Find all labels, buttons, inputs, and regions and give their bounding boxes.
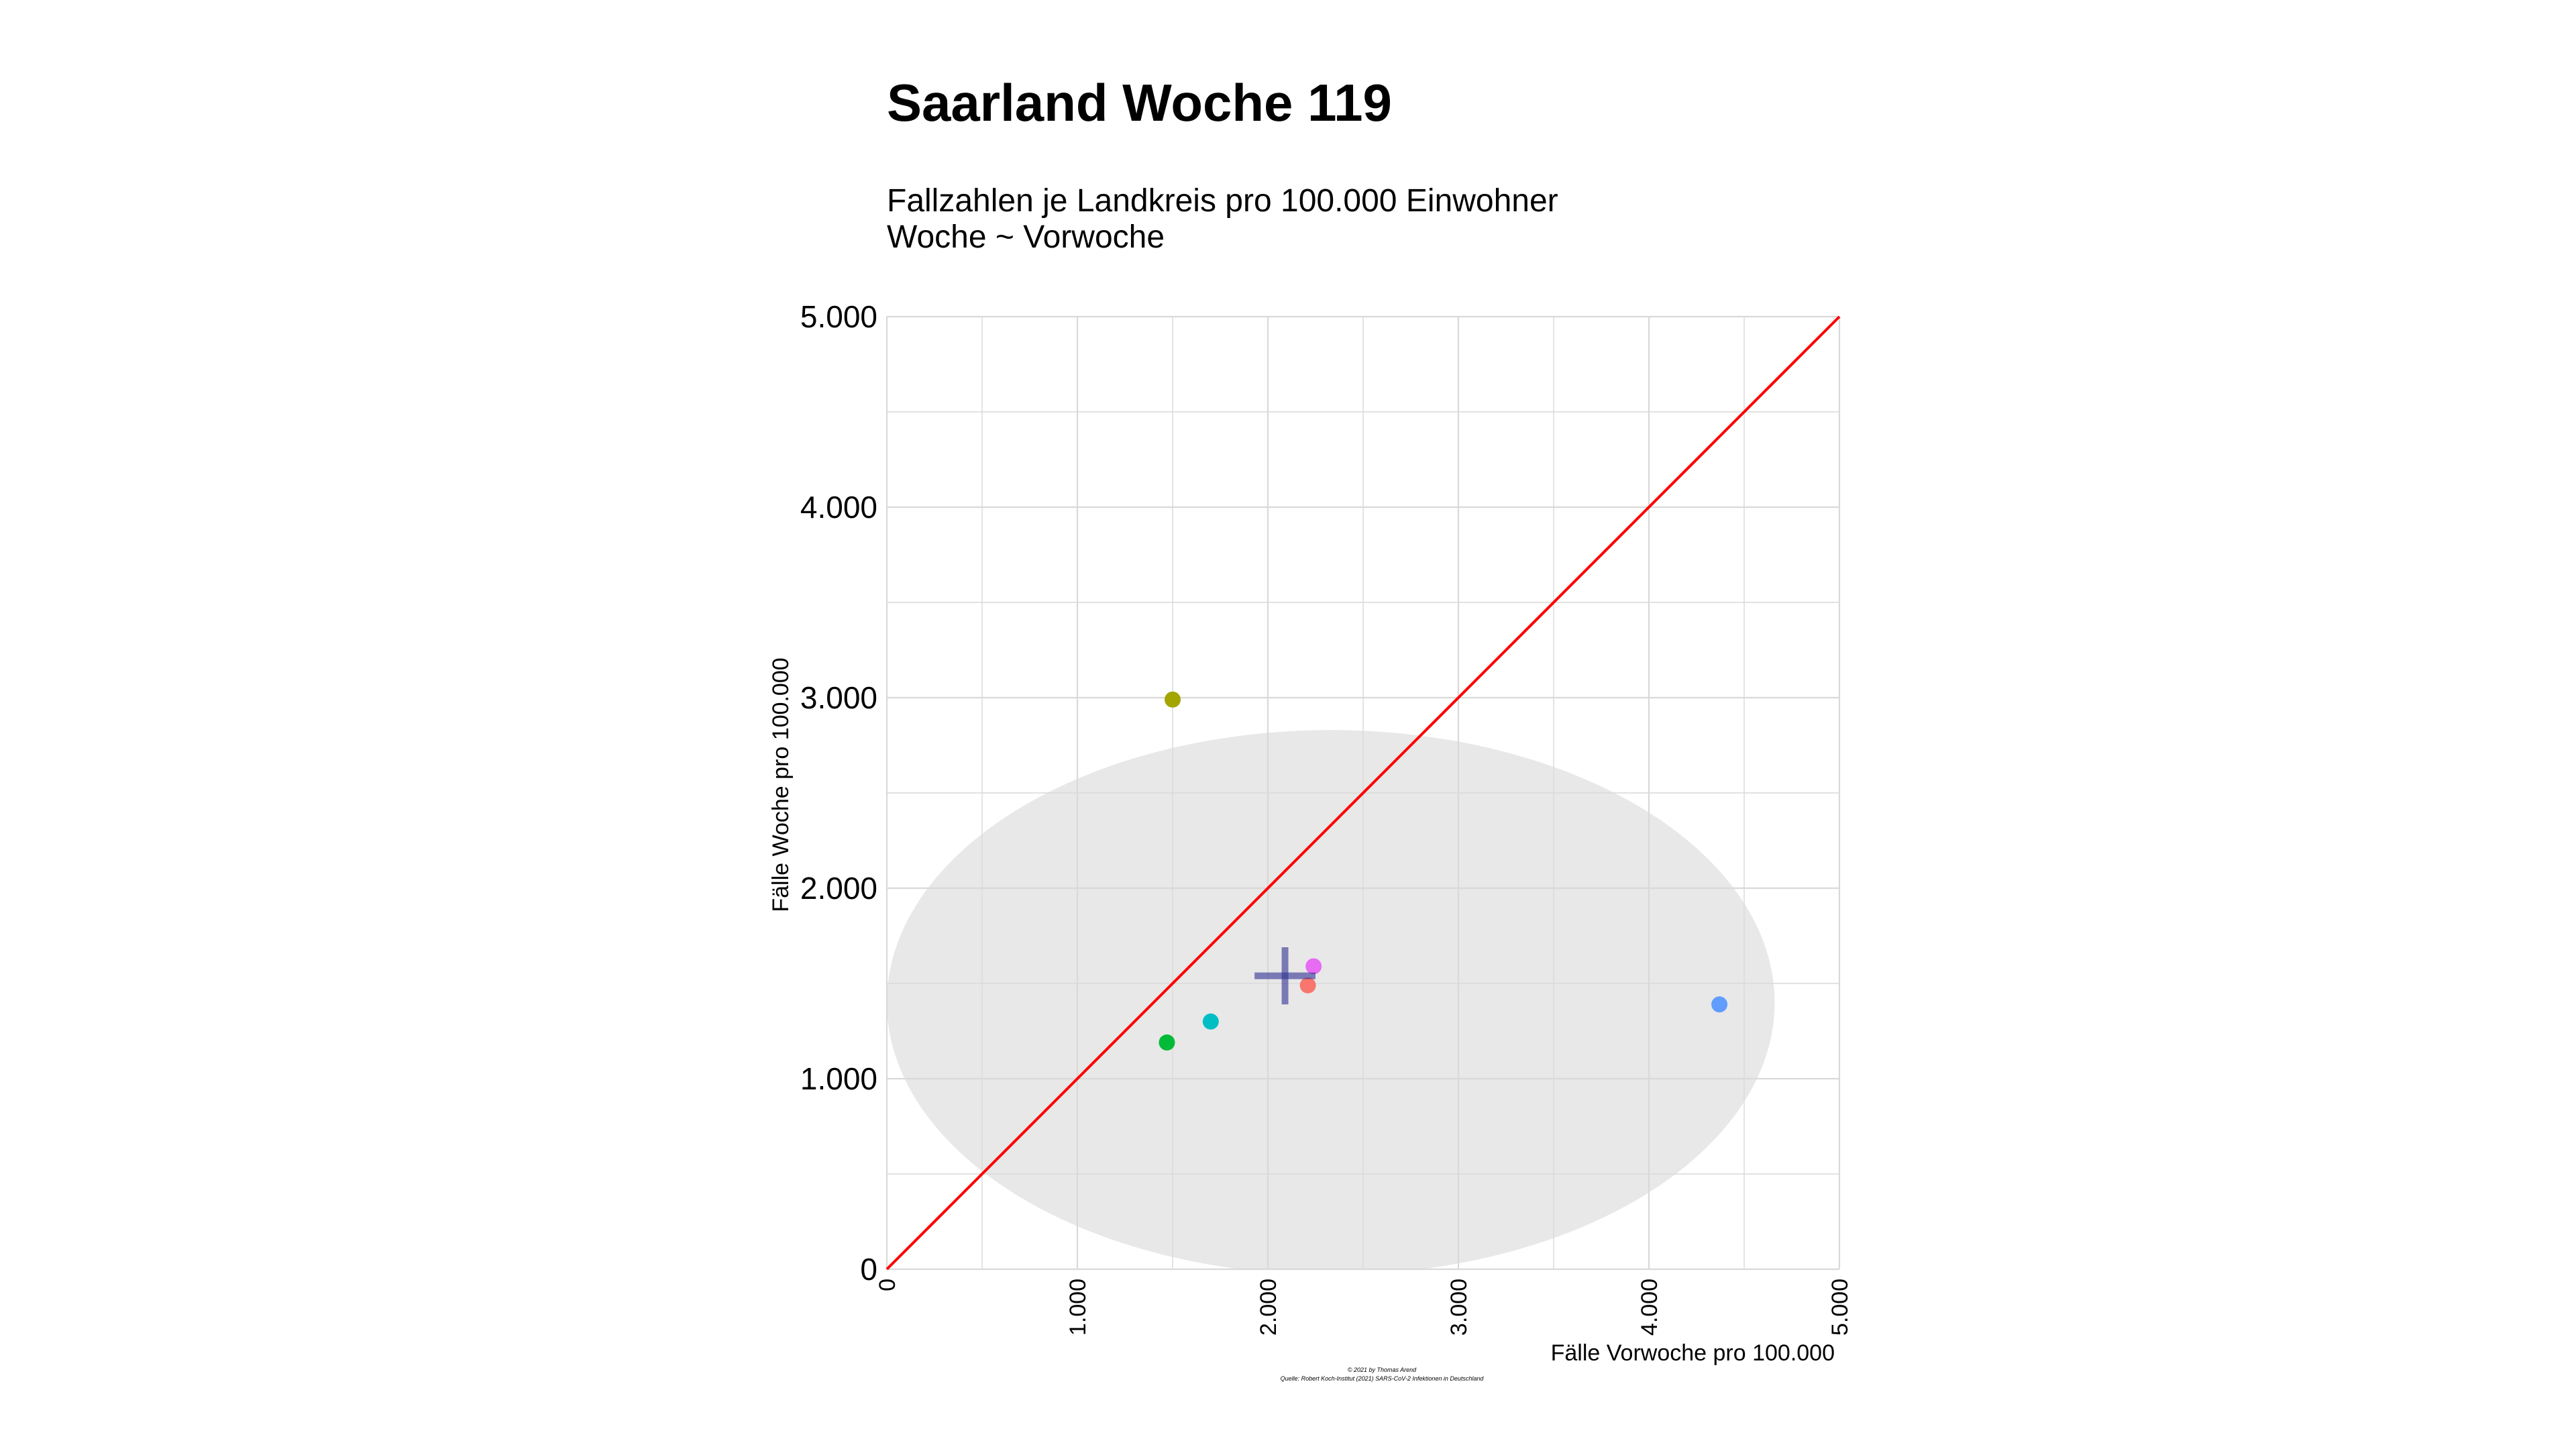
x-tick-label: 3.000 <box>1446 1279 1472 1336</box>
chart-subtitle-line2: Woche ~ Vorwoche <box>887 219 1165 255</box>
y-tick-label: 0 <box>860 1252 877 1287</box>
reference-line-layer <box>885 315 1841 1271</box>
mean-cross-layer <box>1254 947 1316 1005</box>
data-point <box>1711 996 1728 1013</box>
x-tick-label: 1.000 <box>1065 1279 1091 1336</box>
data-point <box>1299 977 1316 994</box>
chart-title: Saarland Woche 119 <box>887 73 1392 132</box>
confidence-ellipse <box>887 730 1775 1269</box>
y-tick-label: 3.000 <box>800 680 877 715</box>
y-axis-title: Fälle Woche pro 100.000 <box>768 657 794 912</box>
x-tick-label: 4.000 <box>1637 1279 1662 1336</box>
y-tick-label: 2.000 <box>800 871 877 906</box>
caption-copyright: © 2021 by Thomas Arend <box>1348 1366 1417 1373</box>
x-tick-label: 0 <box>875 1279 900 1291</box>
y-tick-label: 5.000 <box>800 299 877 334</box>
data-point <box>1165 691 1181 708</box>
x-axis-title: Fälle Vorwoche pro 100.000 <box>1551 1340 1835 1366</box>
data-point <box>1159 1034 1175 1051</box>
x-tick-labels: 0 1.000 2.000 3.000 4.000 5.000 <box>875 1279 1853 1336</box>
chart-subtitle-line1: Fallzahlen je Landkreis pro 100.000 Einw… <box>887 183 1558 219</box>
confidence-ellipse-layer <box>887 730 1775 1269</box>
points-layer <box>1159 691 1728 1051</box>
caption-source: Quelle: Robert Koch-Institut (2021) SARS… <box>1281 1375 1485 1382</box>
y-tick-label: 4.000 <box>800 490 877 525</box>
x-tick-label: 5.000 <box>1827 1279 1853 1336</box>
y-tick-label: 1.000 <box>800 1061 877 1096</box>
data-point <box>1202 1013 1219 1030</box>
grid-layer <box>885 315 1841 1271</box>
data-point <box>1305 958 1322 975</box>
reference-line-diagonal <box>885 315 1841 1271</box>
x-tick-label: 2.000 <box>1256 1279 1281 1336</box>
y-tick-labels: 0 1.000 2.000 3.000 4.000 5.000 <box>800 299 877 1287</box>
